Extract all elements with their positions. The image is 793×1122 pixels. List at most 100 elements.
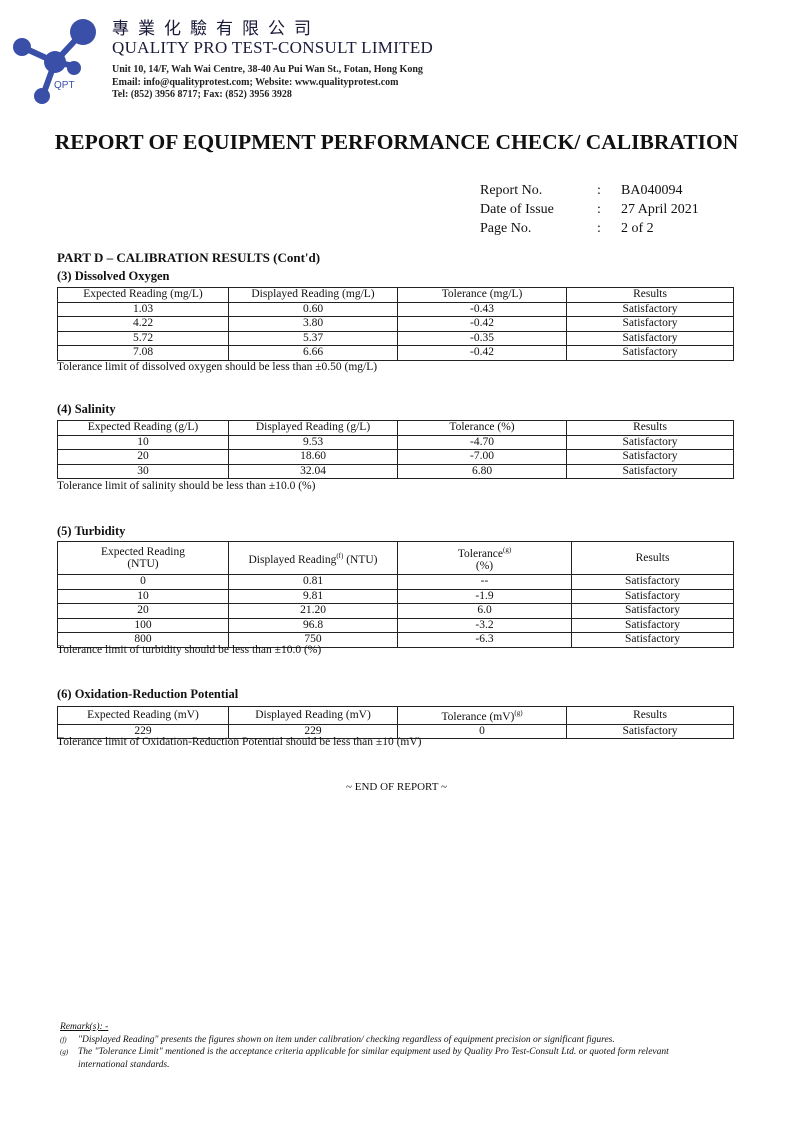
company-address: Unit 10, 14/F, Wah Wai Centre, 38-40 Au … bbox=[112, 64, 423, 75]
remarks: Remark(s): - (f) "Displayed Reading" pres… bbox=[60, 1021, 700, 1071]
table-cell: 6.80 bbox=[397, 463, 567, 479]
orp-table: Expected Reading (mV) Displayed Reading (… bbox=[57, 706, 734, 740]
col-header: Results bbox=[571, 541, 734, 575]
table-cell: 800 bbox=[57, 632, 229, 648]
table-row: 20 18.60 -7.00 Satisfactory bbox=[57, 449, 734, 465]
table-row: 100 96.8 -3.2 Satisfactory bbox=[57, 617, 734, 633]
do-note: Tolerance limit of dissolved oxygen shou… bbox=[57, 361, 378, 373]
part-heading: PART D – CALIBRATION RESULTS (Cont'd) bbox=[57, 250, 321, 265]
col-header: Expected Reading (mV) bbox=[57, 706, 229, 725]
table-row: 7.08 6.66 -0.42 Satisfactory bbox=[57, 345, 734, 361]
remark-item: (g) The "Tolerance Limit" mentioned is th… bbox=[60, 1047, 669, 1070]
table-cell: 32.04 bbox=[228, 463, 398, 479]
table-cell: -0.35 bbox=[397, 330, 567, 346]
report-number: BA040094 bbox=[621, 183, 683, 198]
table-row: 4.22 3.80 -0.42 Satisfactory bbox=[57, 316, 734, 332]
table-row: 20 21.20 6.0 Satisfactory bbox=[57, 603, 734, 619]
company-name-cn: 專業化驗有限公司 bbox=[112, 19, 320, 38]
table-cell: 5.37 bbox=[228, 330, 398, 346]
table-cell: 229 bbox=[228, 723, 398, 740]
remarks-title: Remark(s): - bbox=[60, 1022, 109, 1032]
table-cell: 1.03 bbox=[57, 301, 229, 317]
meta-label: Date of Issue bbox=[480, 202, 554, 217]
table-cell: -7.00 bbox=[397, 449, 567, 465]
table-cell: Satisfactory bbox=[566, 449, 734, 465]
page-number: 2 of 2 bbox=[621, 221, 654, 236]
orp-note: Tolerance limit of Oxidation-Reduction P… bbox=[57, 736, 422, 748]
table-cell: Satisfactory bbox=[566, 434, 734, 450]
table-cell: -4.70 bbox=[397, 434, 567, 450]
do-table: Expected Reading (mg/L) Displayed Reading… bbox=[57, 287, 734, 361]
table-cell: Satisfactory bbox=[571, 603, 734, 619]
report-meta: Report No.: BA040094 Date of Issue:27 Apr… bbox=[480, 183, 699, 236]
table-cell: -0.42 bbox=[397, 345, 567, 361]
col-header: Displayed Reading (mg/L) bbox=[228, 287, 398, 303]
meta-label: Report No. bbox=[480, 183, 543, 198]
table-cell: 30 bbox=[57, 463, 229, 479]
table-cell: 6.0 bbox=[397, 603, 572, 619]
table-cell: 21.20 bbox=[228, 603, 398, 619]
table-cell: Satisfactory bbox=[571, 588, 734, 604]
col-header: Tolerance (%) bbox=[397, 420, 567, 436]
table-cell: Satisfactory bbox=[571, 632, 734, 648]
col-header: Expected Reading (NTU) bbox=[57, 541, 229, 575]
remark-item: (f) "Displayed Reading" presents the figu… bbox=[60, 1034, 615, 1045]
company-logo: QPT bbox=[13, 19, 96, 104]
section-heading-do: (3) Dissolved Oxygen bbox=[57, 269, 170, 283]
table-cell: 5.72 bbox=[57, 330, 229, 346]
table-row: 0 0.81 -- Satisfactory bbox=[57, 574, 734, 590]
table-cell: 20 bbox=[57, 603, 229, 619]
report-title: REPORT OF EQUIPMENT PERFORMANCE CHECK/ C… bbox=[54, 130, 739, 154]
table-cell: 7.08 bbox=[57, 345, 229, 361]
col-header: Displayed Reading (mV) bbox=[228, 706, 398, 725]
table-cell: Satisfactory bbox=[566, 345, 734, 361]
table-cell: Satisfactory bbox=[571, 617, 734, 633]
col-header: Expected Reading (g/L) bbox=[57, 420, 229, 436]
turbidity-note: Tolerance limit of turbidity should be l… bbox=[57, 644, 322, 656]
table-row: 30 32.04 6.80 Satisfactory bbox=[57, 463, 734, 479]
company-phone: Tel: (852) 3956 8717; Fax: (852) 3956 39… bbox=[112, 89, 292, 100]
table-row: 5.72 5.37 -0.35 Satisfactory bbox=[57, 330, 734, 346]
section-heading-orp: (6) Oxidation-Reduction Potential bbox=[57, 687, 239, 701]
table-cell: 750 bbox=[228, 632, 398, 648]
col-header: Tolerance (mg/L) bbox=[397, 287, 567, 303]
table-row: 10 9.53 -4.70 Satisfactory bbox=[57, 434, 734, 450]
table-cell: 9.53 bbox=[228, 434, 398, 450]
logo-text: QPT bbox=[54, 80, 75, 91]
table-cell: -0.43 bbox=[397, 301, 567, 317]
table-cell: 10 bbox=[57, 434, 229, 450]
col-header: Tolerance (mV)(g) bbox=[397, 706, 567, 725]
col-header: Displayed Reading (g/L) bbox=[228, 420, 398, 436]
section-heading-salinity: (4) Salinity bbox=[57, 402, 116, 416]
table-cell: 20 bbox=[57, 449, 229, 465]
issue-date: 27 April 2021 bbox=[621, 202, 699, 217]
table-row: 229 229 0 Satisfactory bbox=[57, 723, 734, 740]
section-heading-turbidity: (5) Turbidity bbox=[57, 524, 126, 538]
table-cell: 0.81 bbox=[228, 574, 398, 590]
salinity-note: Tolerance limit of salinity should be le… bbox=[57, 480, 316, 492]
table-cell: Satisfactory bbox=[566, 330, 734, 346]
col-header: Results bbox=[566, 287, 734, 303]
table-cell: Satisfactory bbox=[571, 574, 734, 590]
meta-label: Page No. bbox=[480, 221, 532, 236]
table-cell: Satisfactory bbox=[566, 301, 734, 317]
table-cell: Satisfactory bbox=[566, 316, 734, 332]
table-cell: -0.42 bbox=[397, 316, 567, 332]
table-cell: Satisfactory bbox=[566, 723, 734, 740]
table-cell: 10 bbox=[57, 588, 229, 604]
table-cell: 3.80 bbox=[228, 316, 398, 332]
turbidity-table: Expected Reading (NTU) Displayed Reading(… bbox=[57, 541, 734, 648]
table-cell: 4.22 bbox=[57, 316, 229, 332]
table-cell: 9.81 bbox=[228, 588, 398, 604]
table-cell: -3.2 bbox=[397, 617, 572, 633]
table-cell: 229 bbox=[57, 723, 229, 740]
end-of-report: ~ END OF REPORT ~ bbox=[346, 781, 447, 793]
table-row: 10 9.81 -1.9 Satisfactory bbox=[57, 588, 734, 604]
table-cell: -6.3 bbox=[397, 632, 572, 648]
table-cell: -- bbox=[397, 574, 572, 590]
company-name-en: QUALITY PRO TEST-CONSULT LIMITED bbox=[112, 38, 434, 57]
company-contact: Email: info@qualityprotest.com; Website:… bbox=[112, 77, 399, 88]
table-row: 1.03 0.60 -0.43 Satisfactory bbox=[57, 301, 734, 317]
col-header: Displayed Reading(f) (NTU) bbox=[228, 541, 398, 575]
table-cell: 0 bbox=[397, 723, 567, 740]
